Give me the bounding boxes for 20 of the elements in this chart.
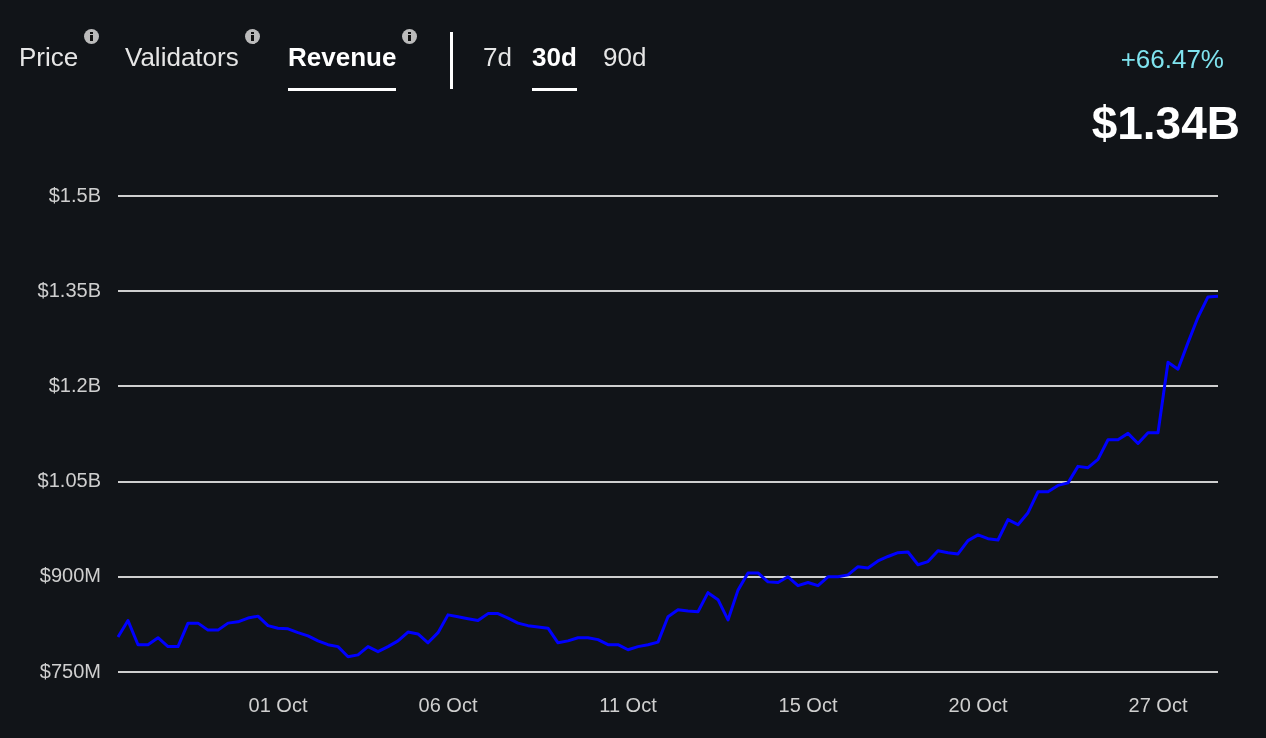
y-tick-label: $1.35B: [37, 278, 101, 301]
x-tick-label: 27 Oct: [1128, 693, 1188, 716]
x-tick-label: 15 Oct: [778, 693, 838, 716]
x-tick-label: 20 Oct: [948, 693, 1008, 716]
y-tick-label: $1.2B: [48, 373, 101, 396]
text: Price: [19, 42, 79, 72]
text: Revenue: [288, 42, 397, 72]
text: Validators: [125, 42, 239, 72]
y-tick-label: $1.05B: [37, 469, 101, 492]
x-tick-label: 11 Oct: [599, 693, 658, 716]
text: 90d: [603, 42, 647, 72]
x-tick-label: 06 Oct: [418, 693, 478, 716]
text: 7d: [483, 42, 512, 72]
text: 30d: [532, 42, 577, 72]
text: +66.47%: [1120, 44, 1224, 75]
x-tick-label: 01 Oct: [248, 693, 308, 716]
text: $1.34B: [1091, 96, 1240, 150]
y-tick-label: $1.5B: [48, 183, 101, 206]
y-tick-label: $750M: [39, 659, 101, 682]
y-tick-label: $900M: [39, 564, 101, 587]
